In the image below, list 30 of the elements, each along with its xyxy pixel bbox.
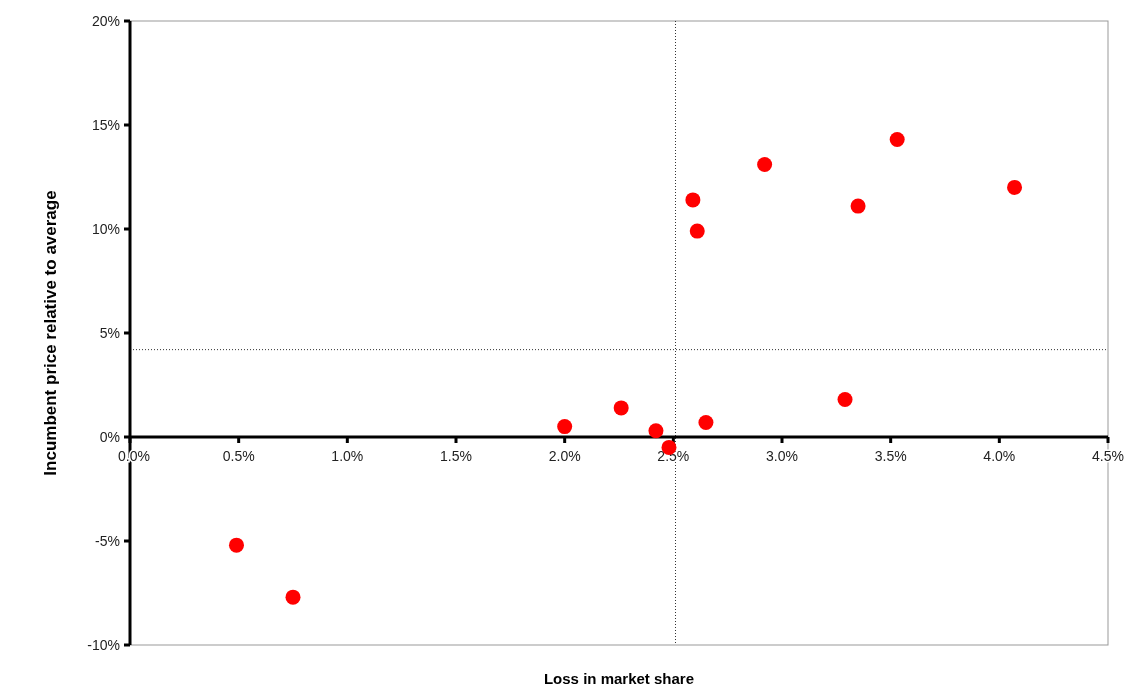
y-tick-label: 15%: [91, 116, 120, 133]
y-axis-title: Incumbent price relative to average: [41, 190, 60, 476]
point: [837, 392, 853, 408]
x-tick-label: 3.5%: [874, 448, 907, 464]
point: [685, 192, 701, 208]
x-tick-label: 4.0%: [983, 448, 1016, 464]
point: [285, 589, 301, 605]
point: [757, 157, 773, 173]
x-tick-label: 0.5%: [222, 448, 255, 464]
point: [889, 132, 905, 148]
y-tick-label: 5%: [99, 324, 120, 341]
x-tick-label: 2.0%: [548, 448, 581, 464]
x-tick-label: 4.5%: [1092, 448, 1124, 464]
x-tick-label: 3.0%: [766, 448, 798, 464]
y-tick-label: 20%: [91, 12, 120, 29]
point: [228, 537, 244, 553]
x-axis-title: Loss in market share: [543, 670, 695, 687]
point: [557, 419, 573, 435]
x-tick-label: 1.0%: [331, 448, 364, 464]
point: [1007, 179, 1023, 195]
y-tick-label: 0%: [99, 428, 120, 445]
x-tick-label: 1.5%: [440, 448, 472, 464]
point: [689, 223, 705, 239]
point: [698, 414, 714, 430]
y-tick-label: -10%: [87, 636, 120, 653]
y-tick-label: -5%: [95, 532, 120, 549]
point: [613, 400, 629, 416]
y-tick-label: 10%: [91, 220, 120, 237]
point: [850, 198, 866, 214]
point: [648, 423, 664, 439]
